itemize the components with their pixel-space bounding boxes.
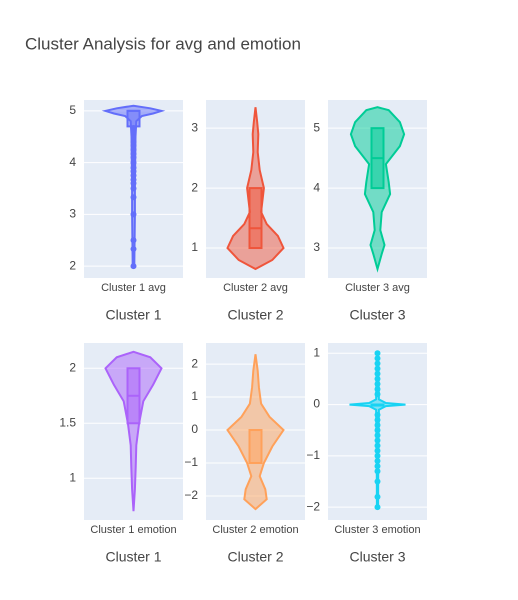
subplot: −2 −1 0 1 2 Cluster 2 emotion Cluster 2: [184, 343, 305, 565]
point: [374, 350, 381, 357]
subplot: 3 4 5 Cluster 3 avg Cluster 3: [313, 100, 427, 323]
y-tick-label: −1: [306, 448, 320, 462]
point: [130, 146, 137, 153]
point: [374, 355, 381, 362]
point: [374, 447, 381, 454]
x-axis-title: Cluster 2: [227, 549, 283, 565]
y-tick-label: 5: [69, 103, 76, 117]
box: [126, 109, 141, 128]
y-tick-label: 1.5: [59, 415, 76, 429]
y-tick-label: 0: [191, 422, 198, 436]
point: [374, 381, 381, 388]
point: [374, 422, 381, 429]
y-tick-label: −2: [184, 488, 198, 502]
point: [130, 185, 137, 192]
x-tick-label: Cluster 3 avg: [345, 282, 410, 294]
subplot: −2 −1 0 1 Cluster 3 emotion Cluster 3: [306, 343, 427, 565]
point: [374, 468, 381, 475]
point: [374, 391, 381, 398]
point: [374, 463, 381, 470]
x-tick-label: Cluster 1 emotion: [90, 524, 176, 536]
point: [374, 504, 381, 511]
x-axis-title: Cluster 1: [105, 549, 161, 565]
point: [374, 365, 381, 372]
point: [374, 427, 381, 434]
violin: [104, 350, 163, 512]
point: [374, 493, 381, 500]
x-tick-label: Cluster 2 avg: [223, 282, 288, 294]
y-tick-label: 1: [313, 345, 320, 359]
point: [374, 375, 381, 382]
point: [130, 263, 137, 270]
point: [130, 172, 137, 179]
y-tick-label: 4: [69, 155, 76, 169]
subplot: 1 2 3 Cluster 2 avg Cluster 2: [191, 100, 305, 323]
point: [374, 370, 381, 377]
point: [130, 211, 137, 218]
box: [248, 187, 263, 250]
point: [130, 246, 137, 253]
y-tick-label: 1: [191, 240, 198, 254]
x-axis-title: Cluster 3: [349, 549, 405, 565]
subplot: 1 1.5 2 Cluster 1 emotion Cluster 1: [59, 343, 183, 565]
point: [374, 416, 381, 423]
point: [374, 432, 381, 439]
point: [130, 150, 137, 157]
chart-title: Cluster Analysis for avg and emotion: [25, 34, 301, 53]
point: [374, 442, 381, 449]
point: [130, 133, 137, 140]
x-tick-label: Cluster 1 avg: [101, 282, 166, 294]
x-axis-title: Cluster 1: [105, 307, 161, 323]
y-tick-label: 3: [69, 207, 76, 221]
point: [374, 478, 381, 485]
y-tick-label: 2: [69, 360, 76, 374]
point: [130, 237, 137, 244]
y-tick-label: 2: [69, 258, 76, 272]
point: [130, 138, 137, 145]
point: [374, 386, 381, 393]
y-tick-label: 3: [191, 120, 198, 134]
point: [374, 458, 381, 464]
y-tick-label: 5: [313, 120, 320, 134]
point: [130, 194, 137, 201]
x-tick-label: Cluster 3 emotion: [334, 524, 420, 536]
y-tick-label: 2: [191, 356, 198, 370]
y-tick-label: 1: [69, 470, 76, 484]
point: [374, 360, 381, 367]
y-tick-label: −1: [184, 455, 198, 469]
y-tick-label: 2: [191, 180, 198, 194]
subplot: 2 3 4 5 Cluster 1 avg Cluster 1: [69, 100, 183, 323]
y-tick-label: 0: [313, 397, 320, 411]
x-axis-title: Cluster 2: [227, 307, 283, 323]
y-tick-label: −2: [306, 499, 320, 513]
point: [374, 437, 381, 444]
box: [248, 429, 263, 464]
point: [130, 124, 137, 131]
point: [130, 164, 137, 171]
x-tick-label: Cluster 2 emotion: [212, 524, 298, 536]
y-tick-label: 3: [313, 240, 320, 254]
y-tick-label: 4: [313, 180, 320, 194]
y-tick-label: 1: [191, 389, 198, 403]
point: [374, 411, 381, 418]
point: [130, 159, 137, 166]
point: [130, 176, 137, 183]
point: [374, 452, 381, 459]
x-axis-title: Cluster 3: [349, 307, 405, 323]
